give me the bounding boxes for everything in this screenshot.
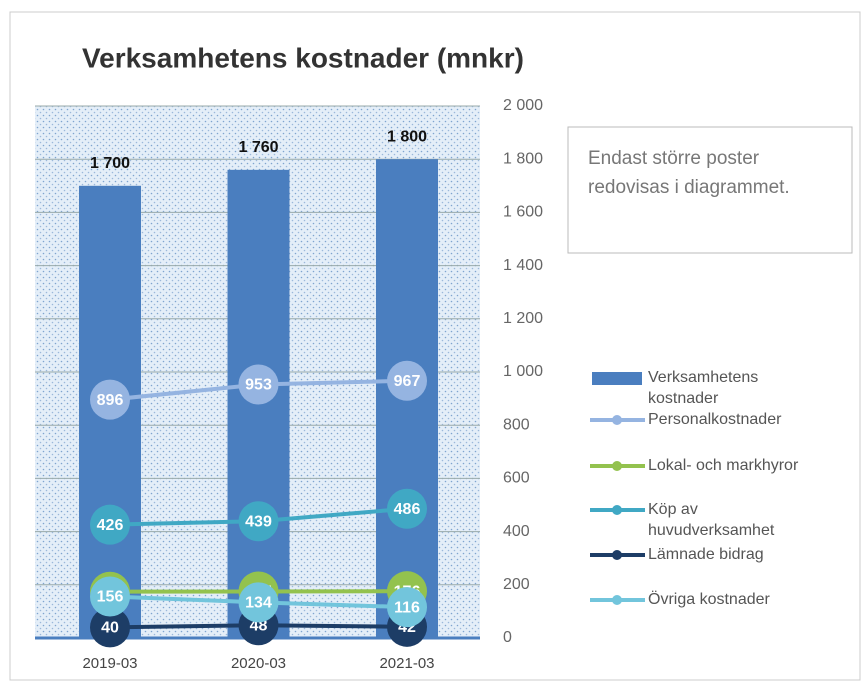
marker xyxy=(90,379,130,420)
legend-box xyxy=(578,365,836,635)
marker xyxy=(387,488,427,529)
marker xyxy=(387,587,427,628)
chart-title: Verksamhetens kostnader (mnkr) xyxy=(82,42,524,73)
data-label: 896 xyxy=(97,392,124,409)
legend-marker xyxy=(612,415,622,425)
annotation-box xyxy=(567,126,853,254)
legend-label: Lokal- och markhyror xyxy=(648,457,799,474)
legend-marker xyxy=(612,595,622,605)
data-label: 426 xyxy=(97,517,124,534)
y-tick-label: 800 xyxy=(503,416,530,433)
data-label: 40 xyxy=(101,620,119,637)
legend-marker xyxy=(612,461,622,471)
legend-label: Lämnade bidrag xyxy=(648,546,764,563)
marker xyxy=(238,582,279,623)
legend-swatch xyxy=(592,372,642,385)
legend-label: Personalkostnader xyxy=(648,411,782,428)
bar-label: 1 700 xyxy=(90,155,130,172)
y-tick-label: 200 xyxy=(503,576,530,593)
legend-marker xyxy=(612,550,622,560)
marker xyxy=(238,501,279,542)
marker xyxy=(387,360,427,401)
y-tick-label: 0 xyxy=(503,629,512,646)
legend-marker xyxy=(612,505,622,515)
legend-label: Köp av huvudverksamhet xyxy=(648,501,775,539)
x-tick-label: 2020-03 xyxy=(231,655,286,672)
y-tick-label: 1 200 xyxy=(503,310,543,327)
data-label: 156 xyxy=(97,589,124,606)
annotation: Endast större poster redovisas i diagram… xyxy=(588,148,790,198)
data-label: 134 xyxy=(245,595,272,612)
data-label: 116 xyxy=(394,599,420,616)
y-tick-label: 1 000 xyxy=(503,363,543,380)
legend-label: Övriga kostnader xyxy=(648,591,770,608)
bar-label: 1 800 xyxy=(387,128,427,145)
bar-label: 1 760 xyxy=(238,139,278,156)
marker xyxy=(90,504,130,545)
marker xyxy=(90,576,130,617)
y-tick-label: 2 000 xyxy=(503,97,543,114)
data-label: 953 xyxy=(245,377,272,394)
y-tick-label: 1 800 xyxy=(503,150,543,167)
data-label: 967 xyxy=(394,373,421,390)
y-tick-label: 600 xyxy=(503,470,530,487)
y-tick-label: 1 600 xyxy=(503,204,543,221)
marker xyxy=(238,364,279,405)
data-label: 439 xyxy=(245,513,272,530)
y-tick-label: 1 400 xyxy=(503,257,543,274)
x-tick-label: 2021-03 xyxy=(379,655,434,672)
frame xyxy=(9,11,861,681)
legend-label: Verksamhetens kostnader xyxy=(648,369,759,407)
marker xyxy=(90,607,130,648)
x-tick-label: 2019-03 xyxy=(82,655,137,672)
y-tick-label: 400 xyxy=(503,523,530,540)
data-label: 486 xyxy=(394,501,421,518)
